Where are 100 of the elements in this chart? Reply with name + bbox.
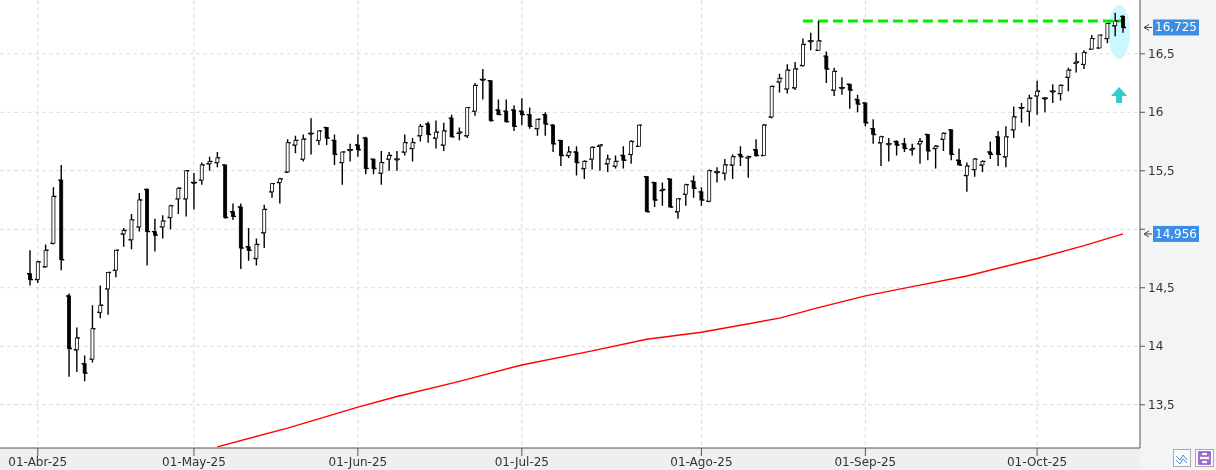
x-tick-label: 01-Ago-25 xyxy=(670,455,733,469)
candlestick xyxy=(363,136,368,175)
text: 16,725 xyxy=(1155,20,1197,35)
candlestick xyxy=(215,151,220,168)
candlestick xyxy=(504,98,509,124)
x-tick-label: 01-Jul-25 xyxy=(494,455,550,469)
candlestick xyxy=(637,124,641,147)
candlestick xyxy=(988,140,993,160)
candlestick xyxy=(51,186,56,246)
candlestick xyxy=(168,204,173,230)
candlestick xyxy=(316,130,321,146)
candlestick xyxy=(707,168,712,204)
candlestick xyxy=(223,164,228,220)
candlestick xyxy=(769,84,774,119)
candlestick xyxy=(863,102,868,128)
candlestick xyxy=(996,130,1000,167)
candlestick xyxy=(949,129,954,161)
candlestick xyxy=(473,82,477,117)
candlestick xyxy=(964,161,969,193)
candlestick xyxy=(535,118,540,137)
candlestick xyxy=(1121,14,1125,34)
candlestick xyxy=(1082,49,1086,70)
candlestick xyxy=(832,67,837,97)
candlestick xyxy=(153,218,157,253)
candlestick xyxy=(418,123,423,143)
candlestick xyxy=(621,145,626,170)
candlestick xyxy=(199,161,204,186)
candlestick xyxy=(426,120,431,144)
candlestick xyxy=(1097,34,1102,49)
candlestick xyxy=(933,144,938,170)
candlestick xyxy=(371,158,376,175)
candlestick xyxy=(730,153,735,180)
candlestick xyxy=(246,227,251,262)
candlestick xyxy=(761,123,766,157)
candlestick xyxy=(676,198,680,220)
candlestick xyxy=(293,134,298,154)
candlestick xyxy=(67,292,71,378)
candlestick xyxy=(113,249,118,278)
candlestick xyxy=(941,131,946,152)
candlestick xyxy=(184,170,189,218)
candlestick xyxy=(894,139,899,157)
candlestick xyxy=(59,164,64,271)
candlestick xyxy=(629,139,634,165)
x-tick-label: 01-May-25 xyxy=(162,455,226,469)
x-tick-label: 01-Abr-25 xyxy=(8,455,68,469)
candlestick xyxy=(543,111,548,137)
candlestick xyxy=(691,174,696,199)
candlestick xyxy=(855,94,860,113)
candlestick xyxy=(90,304,95,364)
candlestick xyxy=(519,97,524,126)
candlestick xyxy=(668,178,673,208)
candlestick xyxy=(379,150,384,186)
text: 14,956 xyxy=(1155,226,1197,241)
candlestick xyxy=(496,98,501,116)
candlestick xyxy=(106,271,110,316)
y-tick-label: 14,5 xyxy=(1148,280,1175,295)
candlestick xyxy=(254,237,259,267)
candlestick xyxy=(82,354,87,383)
candlestick xyxy=(43,243,48,269)
candlestick xyxy=(270,182,274,199)
candlestick xyxy=(74,326,79,373)
candlestick xyxy=(410,137,415,163)
candlestick xyxy=(324,126,329,146)
y-tick-label: 15,5 xyxy=(1148,163,1175,178)
candlestick xyxy=(1113,12,1118,37)
x-tick-label: 01-Jun-25 xyxy=(328,455,388,469)
candlestick xyxy=(613,154,618,170)
candlestick xyxy=(238,202,243,270)
candlestick xyxy=(332,133,337,166)
candlestick xyxy=(207,156,212,172)
candlestick xyxy=(28,249,32,287)
candlestick xyxy=(683,182,688,207)
candlestick xyxy=(957,147,961,166)
candlestick xyxy=(1035,80,1040,116)
candlestick xyxy=(652,181,657,208)
candlestick xyxy=(785,63,790,95)
candlestick xyxy=(402,133,407,157)
candlestick xyxy=(434,119,438,150)
candlestick xyxy=(902,137,907,153)
candlestick xyxy=(605,153,610,173)
candlestick xyxy=(160,214,165,240)
candlestick xyxy=(129,213,134,250)
candlestick xyxy=(465,106,470,139)
candlestick xyxy=(871,118,876,145)
candlestick xyxy=(145,187,150,267)
candlestick xyxy=(590,145,595,171)
candlestick xyxy=(980,159,985,173)
candlestick xyxy=(231,202,235,221)
candlestick xyxy=(925,133,930,161)
candlestick xyxy=(1011,105,1016,139)
candlestick xyxy=(738,145,743,167)
candlestick xyxy=(644,175,649,213)
candlestick xyxy=(699,186,704,207)
y-tick-label: 14 xyxy=(1148,339,1164,354)
candlestick xyxy=(558,139,563,167)
candlestick xyxy=(340,151,345,186)
candlestick xyxy=(847,83,852,110)
y-tick-label: 16,5 xyxy=(1148,46,1175,61)
candlestick xyxy=(574,145,579,177)
candlestick xyxy=(816,20,821,51)
